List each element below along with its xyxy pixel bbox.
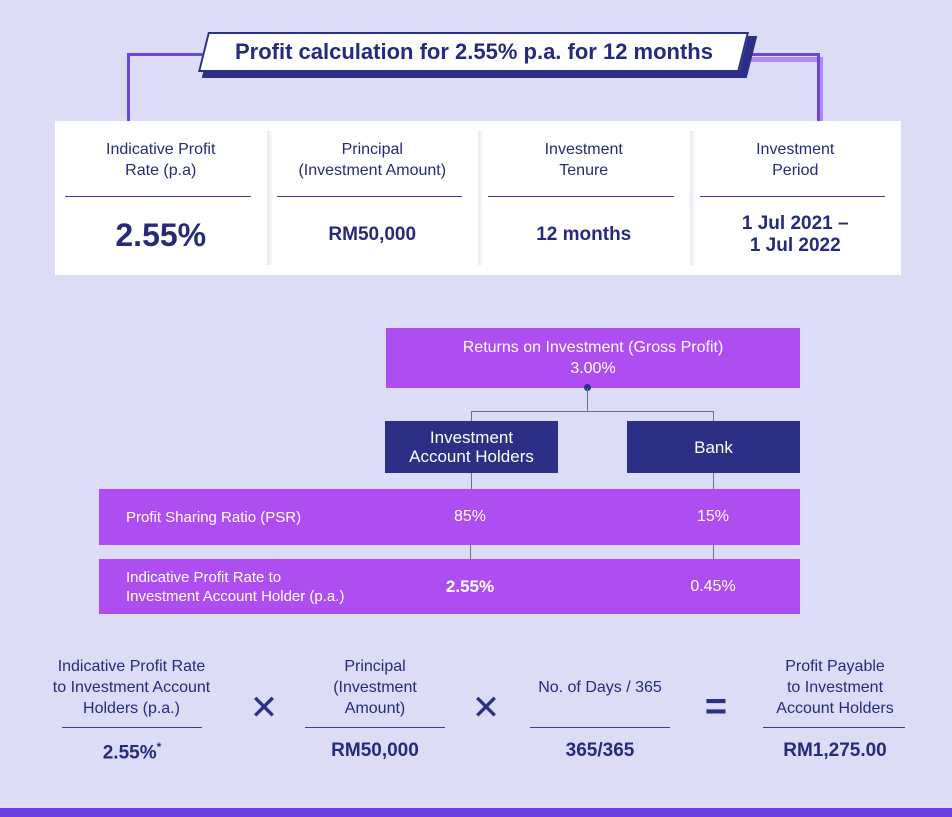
- page-title: Profit calculation for 2.55% p.a. for 12…: [235, 39, 713, 64]
- investment-account-holders-box: Investment Account Holders: [385, 421, 558, 473]
- info-value-line: RM50,000: [328, 224, 417, 245]
- info-divider: [276, 196, 462, 197]
- formula-term-days-label: No. of Days / 365: [520, 677, 680, 698]
- info-divider: [699, 196, 885, 197]
- rate-bank-value: 0.45%: [690, 577, 736, 595]
- formula-value-text: 2.55%: [102, 742, 157, 764]
- rate-label: Indicative Profit Rate to Investment Acc…: [126, 559, 344, 614]
- psr-band: Profit Sharing Ratio (PSR) 85% 15%: [99, 489, 800, 545]
- multiply-icon: ✕: [249, 689, 279, 727]
- formula-label-line: No. of Days / 365: [538, 679, 662, 696]
- formula-term-principal-label: Principal (Investment Amount): [305, 656, 445, 719]
- bank-box: Bank: [627, 421, 800, 473]
- connector-left-rate: [470, 545, 471, 559]
- info-col-period: Investment Period 1 Jul 2021 – 1 Jul 202…: [689, 121, 902, 275]
- formula-label-line: Amount): [344, 700, 406, 717]
- formula-label-line: to Investment Account: [52, 679, 211, 696]
- info-value: 1 Jul 2021 – 1 Jul 2022: [690, 205, 902, 265]
- connector-right-drop: [713, 411, 714, 421]
- connector-dot: [584, 384, 591, 391]
- formula-divider: [62, 727, 202, 728]
- equals-icon: =: [704, 686, 728, 728]
- connector-branch: [471, 411, 714, 412]
- info-label-line: Principal: [341, 141, 403, 158]
- info-value: RM50,000: [267, 205, 479, 265]
- connector-right-rate: [713, 545, 714, 559]
- info-label-line: Indicative Profit: [106, 141, 216, 158]
- formula-term-days-value: 365/365: [565, 740, 635, 761]
- footnote-marker: *: [156, 740, 162, 754]
- connector-right-psr: [713, 473, 714, 489]
- info-label: Investment Tenure: [478, 139, 690, 187]
- formula-label-line: Indicative Profit Rate: [57, 658, 206, 675]
- party-label-line: Investment: [429, 428, 514, 447]
- info-label: Indicative Profit Rate (p.a): [55, 139, 267, 187]
- rate-label-line: Investment Account Holder (p.a.): [126, 587, 345, 605]
- info-label: Principal (Investment Amount): [267, 139, 479, 187]
- info-value-line: 2.55%: [115, 217, 207, 253]
- info-value-line: 12 months: [536, 224, 632, 245]
- gross-profit-label: Returns on Investment (Gross Profit): [462, 339, 724, 356]
- formula-label-line: Profit Payable: [785, 658, 885, 675]
- info-col-profit-rate: Indicative Profit Rate (p.a) 2.55%: [55, 121, 267, 275]
- gross-profit-box: Returns on Investment (Gross Profit) 3.0…: [386, 328, 800, 388]
- formula-label-line: Account Holders: [776, 700, 894, 717]
- info-label-line: Period: [772, 162, 819, 179]
- formula-divider: [530, 727, 670, 728]
- info-label-line: Tenure: [559, 162, 609, 179]
- multiply-icon: ✕: [471, 689, 501, 727]
- formula-label-line: Principal: [344, 658, 406, 675]
- info-label: Investment Period: [690, 139, 902, 187]
- psr-investor-value: 85%: [453, 508, 487, 525]
- info-divider: [65, 196, 251, 197]
- bottom-accent-bar: [0, 808, 952, 817]
- formula-term-profit-rate-value: 2.55%*: [62, 740, 202, 764]
- psr-label: Profit Sharing Ratio (PSR): [126, 508, 302, 526]
- info-col-tenure: Investment Tenure 12 months: [478, 121, 690, 275]
- bracket-shadow: [745, 57, 823, 121]
- psr-bank-value: 15%: [696, 508, 730, 525]
- info-label-line: Investment: [544, 141, 623, 158]
- connector-stem: [587, 388, 588, 412]
- formula-label-line: (Investment: [333, 679, 417, 696]
- formula-result-value: RM1,275.00: [783, 740, 887, 761]
- info-value: 12 months: [478, 205, 690, 265]
- gross-profit-value: 3.00%: [570, 360, 616, 377]
- formula-term-profit-rate-label: Indicative Profit Rate to Investment Acc…: [30, 656, 233, 719]
- formula-divider: [305, 727, 445, 728]
- rate-investor-value: 2.55%: [445, 576, 495, 596]
- info-value: 2.55%: [55, 205, 267, 265]
- connector-left-drop: [471, 411, 472, 421]
- connector-left-psr: [471, 473, 472, 489]
- info-value-line: 1 Jul 2022: [749, 235, 841, 256]
- party-label-line: Account Holders: [409, 447, 534, 466]
- info-value-line: 1 Jul 2021 –: [741, 213, 849, 234]
- rate-label-line: Indicative Profit Rate to: [126, 568, 282, 586]
- rate-band: Indicative Profit Rate to Investment Acc…: [99, 559, 800, 614]
- bracket-left: [127, 53, 207, 121]
- info-divider: [488, 196, 674, 197]
- formula-label-line: to Investment: [786, 679, 884, 696]
- formula-label-line: Holders (p.a.): [83, 700, 180, 717]
- formula-result-label: Profit Payable to Investment Account Hol…: [755, 656, 915, 719]
- formula-term-principal-value: RM50,000: [331, 740, 419, 761]
- info-col-principal: Principal (Investment Amount) RM50,000: [266, 121, 479, 275]
- info-label-line: Investment: [756, 141, 835, 158]
- info-label-line: Rate (p.a): [125, 162, 197, 179]
- formula-divider: [763, 727, 905, 728]
- party-label: Bank: [694, 437, 733, 457]
- info-label-line: (Investment Amount): [298, 162, 447, 179]
- info-card: Indicative Profit Rate (p.a) 2.55% Princ…: [55, 121, 901, 275]
- bracket-right: [742, 53, 820, 121]
